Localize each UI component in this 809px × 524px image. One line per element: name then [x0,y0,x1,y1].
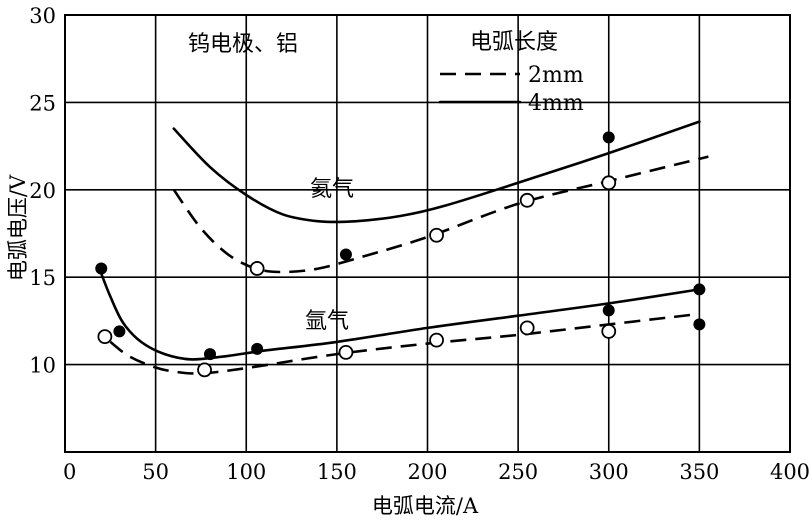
x-tick-label: 200 [407,460,447,484]
filled-marker [204,348,216,361]
legend-label-4mm: 4mm [528,91,584,116]
grid [65,15,790,452]
filled-marker [693,283,706,296]
x-tick-label: 400 [770,460,809,484]
x-tick-label: 300 [589,460,629,484]
x-tick-label: 150 [317,460,357,484]
curves [100,120,709,375]
argon-curve-label: 氩气 [305,309,349,334]
x-tick-label: 50 [142,460,169,484]
electrode-annotation: 钨电极、铝 [188,32,298,57]
open-marker [601,323,617,339]
open-marker [429,332,444,348]
y-tick-label: 30 [29,4,56,28]
plot-frame [64,14,791,453]
curve-helium-2mm [172,155,709,274]
filled-marker [339,248,352,261]
curve-argon-2mm [109,312,700,375]
filled-marker [602,304,615,317]
y-tick-label: 20 [29,179,56,203]
filled-marker [113,325,126,338]
open-marker [197,362,212,378]
x-tick-label: 350 [679,460,719,484]
legend: 电弧长度 2mm 4mm [438,30,584,116]
open-marker [97,329,113,345]
data-markers [95,131,706,378]
filled-marker [693,318,706,331]
y-axis-label: 电弧电压/V [6,174,30,281]
x-tick-label: 100 [226,460,266,484]
open-marker [519,192,535,208]
y-tick-label: 25 [29,91,56,115]
legend-label-2mm: 2mm [528,63,584,88]
curve-helium-4mm [172,120,701,224]
open-marker [249,261,265,276]
filled-marker [602,131,615,144]
open-marker [429,227,444,243]
open-marker [519,320,535,336]
filled-marker [95,262,108,275]
tick-labels: 0 50 100 150 200 250 300 350 400 10 15 20 25 30 [29,4,809,484]
x-axis-label: 电弧电流/A [372,494,479,518]
helium-curve-label: 氦气 [310,177,354,202]
y-tick-label: 15 [29,266,56,290]
filled-marker [251,342,264,355]
open-marker [601,175,617,191]
x-tick-label: 250 [498,460,538,484]
open-marker [338,344,354,360]
legend-title: 电弧长度 [470,30,558,55]
curve-argon-4mm [100,272,701,361]
x-tick-label: 0 [63,460,76,484]
y-tick-label: 10 [29,354,56,378]
